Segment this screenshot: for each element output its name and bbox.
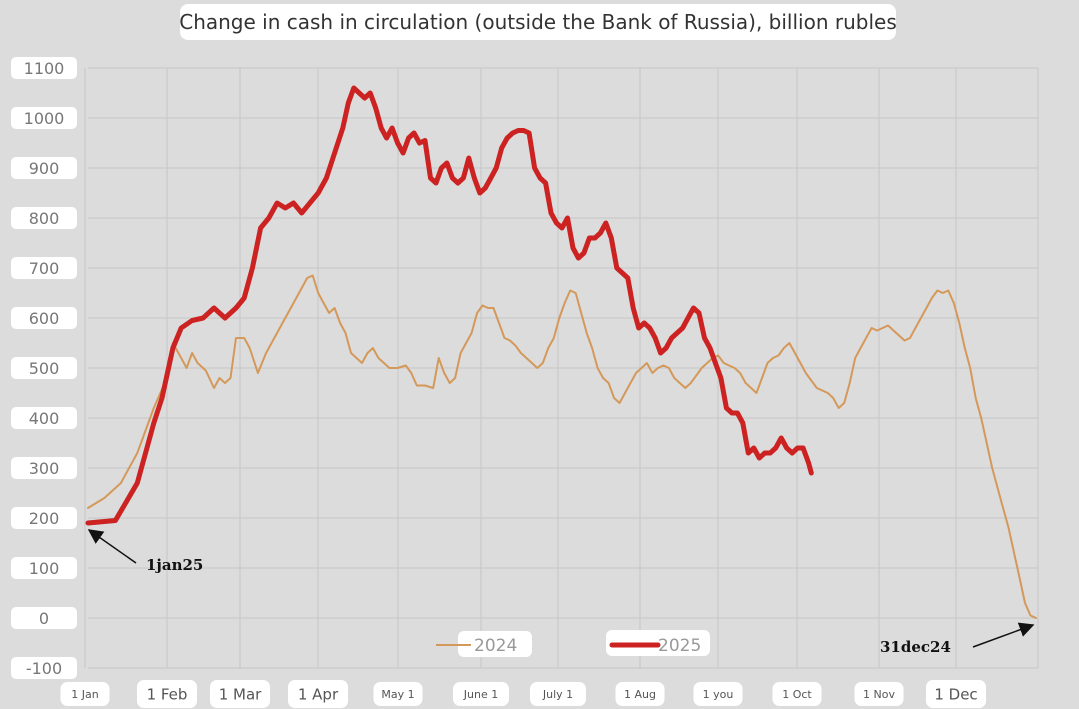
- y-tick-label: 500: [29, 359, 60, 378]
- y-tick-box: [11, 307, 77, 329]
- x-tick-label: 1 Apr: [298, 685, 339, 703]
- y-tick-label: -100: [26, 659, 62, 678]
- x-tick-box: [453, 682, 509, 706]
- series-lines: [85, 85, 1037, 619]
- x-tick-box: [373, 682, 423, 706]
- x-tick-label: 1 Aug: [624, 688, 656, 701]
- y-tick-box: [11, 407, 77, 429]
- x-tick-box: [772, 682, 822, 706]
- grid: [84, 67, 1039, 669]
- y-tick-label: 600: [29, 309, 60, 328]
- chart-title-box: [180, 4, 896, 40]
- y-tick-box: [11, 557, 77, 579]
- annotation-31dec24: 31dec24: [880, 622, 1035, 656]
- x-tick-box: [854, 682, 904, 706]
- x-tick-box: [137, 680, 197, 708]
- chart-title: Change in cash in circulation (outside t…: [179, 4, 897, 40]
- y-tick-label: 300: [29, 459, 60, 478]
- x-tick-box: [693, 682, 743, 706]
- x-tick-box: [60, 682, 110, 706]
- y-tick-box: [11, 607, 77, 629]
- x-tick-label: 1 Dec: [934, 685, 977, 703]
- x-tick-label: 1 Feb: [147, 685, 188, 703]
- annotation-1jan25-label: 1jan25: [146, 556, 203, 574]
- y-tick-label: 0: [39, 609, 49, 628]
- x-tick-label: July 1: [542, 688, 573, 701]
- x-tick-label: 1 Oct: [782, 688, 812, 701]
- annotation-31dec24-arrow: [972, 622, 1035, 648]
- y-tick-box: [11, 107, 77, 129]
- x-tick-label: May 1: [381, 688, 414, 701]
- legend-2025-label: 2025: [658, 636, 701, 656]
- x-tick-box: [210, 680, 270, 708]
- x-axis: 1 Jan 1 Feb 1 Mar 1 Apr May 1 June 1 July 1 1 A…: [60, 680, 986, 708]
- y-tick-label: 100: [29, 559, 60, 578]
- x-tick-label: June 1: [463, 688, 498, 701]
- x-tick-label: 1 Mar: [219, 685, 262, 703]
- y-tick-box: [11, 657, 77, 679]
- legend: 2024 2025: [436, 630, 710, 657]
- y-tick-box: [11, 507, 77, 529]
- chart-title-text: Change in cash in circulation (outside t…: [179, 10, 897, 34]
- y-tick-label: 700: [29, 259, 60, 278]
- series-line-2025: [85, 85, 814, 526]
- y-tick-box: [11, 57, 77, 79]
- y-tick-label: 200: [29, 509, 60, 528]
- x-tick-box: [530, 682, 586, 706]
- y-tick-box: [11, 457, 77, 479]
- annotation-1jan25-arrow: [87, 529, 137, 564]
- y-tick-box: [11, 157, 77, 179]
- y-tick-box: [11, 257, 77, 279]
- annotation-1jan25: 1jan25: [87, 529, 203, 574]
- y-tick-box: [11, 357, 77, 379]
- y-tick-label: 1100: [24, 59, 65, 78]
- x-tick-box: [926, 680, 986, 708]
- x-tick-label: 1 you: [703, 688, 734, 701]
- legend-2024-label: 2024: [474, 636, 517, 656]
- annotation-31dec24-label: 31dec24: [880, 638, 951, 656]
- x-tick-box: [615, 682, 665, 706]
- legend-2024-box: [458, 631, 532, 657]
- x-tick-box: [288, 680, 348, 708]
- y-tick-label: 400: [29, 409, 60, 428]
- y-tick-label: 1000: [24, 109, 65, 128]
- series-line-2024: [87, 274, 1037, 619]
- x-tick-label: 1 Nov: [863, 688, 895, 701]
- x-tick-label: 1 Jan: [71, 688, 98, 701]
- y-tick-box: [11, 207, 77, 229]
- y-tick-label: 900: [29, 159, 60, 178]
- y-tick-label: 800: [29, 209, 60, 228]
